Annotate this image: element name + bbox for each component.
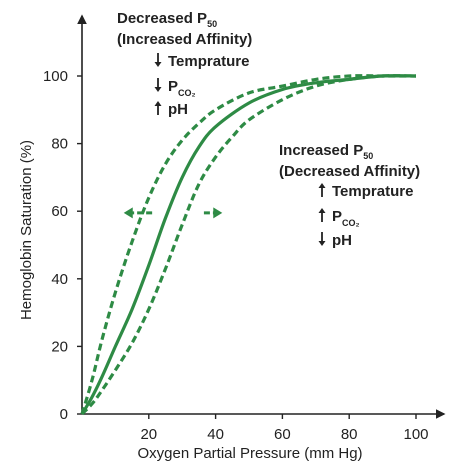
axes xyxy=(77,14,446,419)
curves xyxy=(80,74,417,416)
annotation-subtitle: (Decreased Affinity) xyxy=(279,163,420,180)
annotation-increased-affinity: Decreased P50 (Increased Affinity) Temprat… xyxy=(117,10,252,118)
y-tick-label: 40 xyxy=(51,271,68,288)
y-tick-label: 0 xyxy=(60,406,68,423)
annotation-item: PCO₂ xyxy=(332,208,360,228)
annotation-item: Temprature xyxy=(332,183,413,200)
annotation-subtitle: (Increased Affinity) xyxy=(117,31,252,48)
annotation-title: Decreased P50 xyxy=(117,10,217,29)
shift-arrows xyxy=(123,207,223,219)
arrow-down-icon xyxy=(318,232,326,246)
y-tick-label: 60 xyxy=(51,203,68,220)
arrow-down-icon xyxy=(154,53,162,67)
annotation-item: Temprature xyxy=(168,53,249,70)
y-tick-label: 20 xyxy=(51,338,68,355)
right-shift-arrow xyxy=(203,207,223,219)
ticks: 20 40 60 80 100 0 20 40 60 80 100 xyxy=(43,68,429,443)
y-tick-label: 80 xyxy=(51,136,68,153)
annotation-item: pH xyxy=(168,101,188,118)
x-tick-label: 60 xyxy=(274,426,291,443)
annotation-decreased-affinity: Increased P50 (Decreased Affinity) Temprat… xyxy=(279,142,420,249)
arrow-down-icon xyxy=(154,78,162,92)
left-shift-curve xyxy=(80,74,416,415)
y-axis-label: Hemoglobin Saturation (%) xyxy=(18,140,35,320)
y-tick-label: 100 xyxy=(43,68,68,85)
x-tick-label: 20 xyxy=(140,426,157,443)
annotation-title: Increased P50 xyxy=(279,142,373,161)
x-tick-label: 80 xyxy=(341,426,358,443)
x-axis-label: Oxygen Partial Pressure (mm Hg) xyxy=(137,445,362,462)
x-tick-label: 40 xyxy=(207,426,224,443)
left-shift-arrow xyxy=(123,207,153,219)
right-shift-curve xyxy=(80,74,417,416)
arrow-up-icon xyxy=(154,101,162,115)
x-tick-label: 100 xyxy=(403,426,428,443)
annotation-item: PCO₂ xyxy=(168,78,196,98)
annotation-item: pH xyxy=(332,232,352,249)
arrow-up-icon xyxy=(318,183,326,197)
arrow-up-icon xyxy=(318,208,326,222)
